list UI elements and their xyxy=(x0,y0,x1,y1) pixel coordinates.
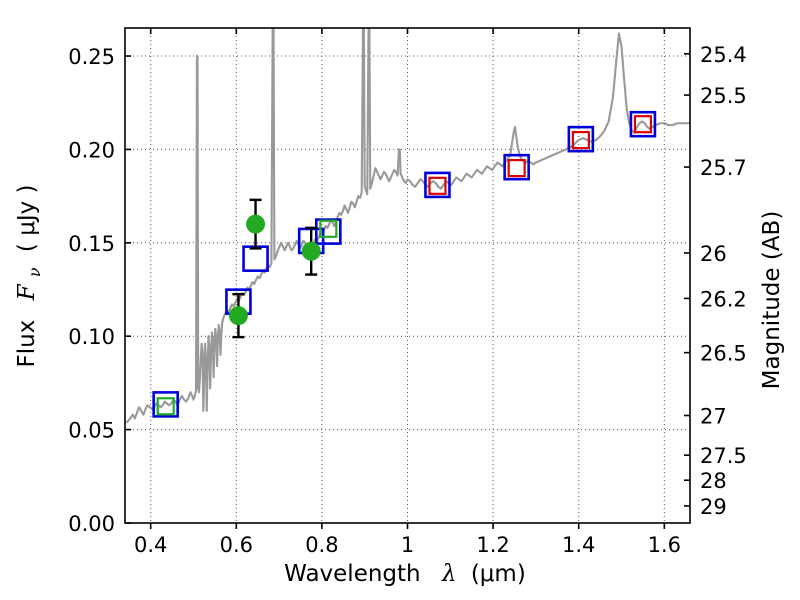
y-tick-label-left: 0.00 xyxy=(68,512,115,536)
model-photometry-square xyxy=(152,391,179,418)
model-photometry-square xyxy=(567,125,595,153)
x-tick-label: 1.2 xyxy=(476,533,509,557)
observed-photometry-red-square xyxy=(507,158,526,178)
observed-photometry-red-square xyxy=(571,130,590,150)
model-photometry-square xyxy=(503,153,530,181)
observed-green-circle-markers xyxy=(228,214,321,326)
y-tick-label-right: 28 xyxy=(700,469,727,493)
observed-photometry-circle xyxy=(301,241,321,261)
y-axis-left-ticks: 0.00 0.05 0.10 0.15 0.20 0.25 xyxy=(68,45,131,536)
observed-photometry-circle xyxy=(228,306,248,326)
x-tick-label: 1.6 xyxy=(648,533,681,557)
y-tick-label-left: 0.20 xyxy=(68,138,115,162)
y-tick-label-right: 25.5 xyxy=(700,84,747,108)
model-photometry-square xyxy=(629,110,657,138)
observed-photometry-red-square xyxy=(633,115,653,134)
y-tick-label-right: 25.4 xyxy=(700,43,747,67)
observed-red-square-markers xyxy=(428,115,653,195)
y-axis-right-label: Magnitude (AB) xyxy=(759,211,785,390)
observed-photometry-red-square xyxy=(428,176,447,195)
y-tick-label-right: 26 xyxy=(700,242,727,266)
x-axis-label-prefix: Wavelength xyxy=(284,561,420,587)
x-tick-label: 0.8 xyxy=(305,533,338,557)
x-tick-label: 0.6 xyxy=(220,533,253,557)
y-tick-label-left: 0.25 xyxy=(68,45,115,69)
y-tick-label-right: 25.7 xyxy=(700,156,747,180)
x-axis-label-symbol: λ xyxy=(441,561,457,587)
y-tick-label-right: 29 xyxy=(700,495,727,519)
model-photometry-square xyxy=(315,218,342,245)
y-tick-label-left: 0.15 xyxy=(68,232,115,256)
y-tick-label-right: 27.5 xyxy=(700,444,747,468)
y-axis-label-units: ( μJy ) xyxy=(14,184,40,252)
observed-photometry-green-square xyxy=(156,397,175,416)
y-axis-label-sub: ν xyxy=(25,267,44,277)
observed-green-square-markers xyxy=(156,219,338,416)
x-tick-label: 0.4 xyxy=(134,533,167,557)
y-axis-label-symbol: F xyxy=(14,283,40,301)
y-axis-label-prefix: Flux xyxy=(14,320,40,368)
model-photometry-square xyxy=(424,171,451,199)
grid-vertical xyxy=(150,28,665,523)
x-axis-label-units: (μm) xyxy=(471,561,526,587)
y-tick-label-right: 27 xyxy=(700,405,727,429)
y-axis-left-label: Flux F ν ( μJy ) xyxy=(14,184,46,367)
observed-photometry-green-square xyxy=(319,219,338,238)
y-tick-label-left: 0.10 xyxy=(68,325,115,349)
y-tick-label-right: 26.5 xyxy=(700,342,747,366)
x-tick-label: 1.4 xyxy=(562,533,595,557)
x-tick-label: 1 xyxy=(401,533,414,557)
y-tick-label-left: 0.05 xyxy=(68,419,115,443)
observed-photometry-circle xyxy=(246,214,266,234)
model-spectrum-line xyxy=(126,28,690,424)
svg-text:Wavelength λ (μm): Wavelength λ (μm) xyxy=(284,561,526,587)
x-axis-label: Wavelength λ (μm) xyxy=(284,561,526,587)
svg-text:Flux F ν ( μ: Flux F ν ( μJy ) xyxy=(14,184,46,367)
y-axis-right-label-text: Magnitude (AB) xyxy=(759,211,785,390)
y-tick-label-right: 26.2 xyxy=(700,287,747,311)
x-axis-ticks: 0.4 0.6 0.8 1 1.2 1.4 1.6 xyxy=(134,28,681,557)
